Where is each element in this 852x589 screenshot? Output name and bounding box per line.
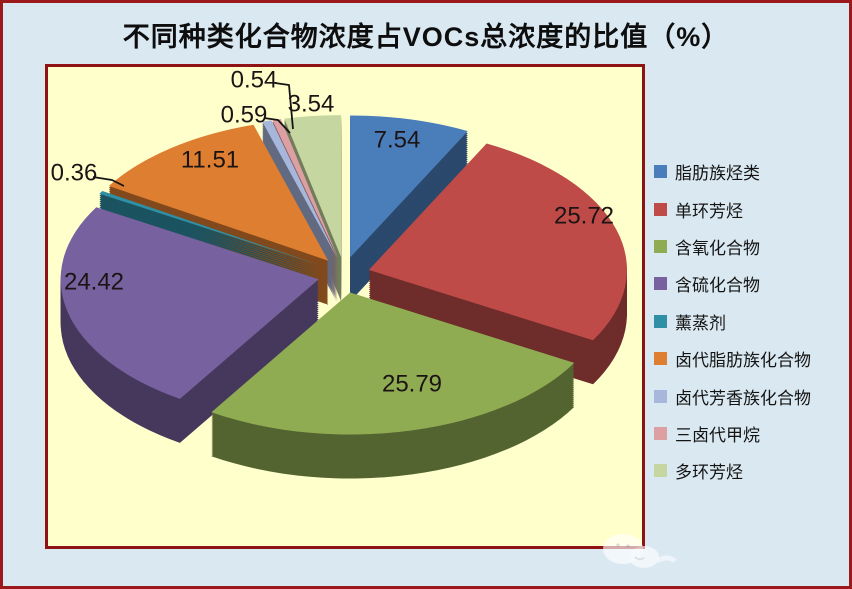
- pie-slice-wall: [262, 126, 337, 264]
- pie-slice-wall: [262, 136, 337, 274]
- pie-slice: [350, 115, 468, 258]
- legend-item: 卤代脂肪族化合物: [654, 340, 811, 377]
- pie-slice-wall: [262, 132, 337, 270]
- legend-item: 卤代芳香族化合物: [654, 377, 811, 414]
- legend-label: 卤代芳香族化合物: [675, 388, 811, 408]
- plot-area: 7.54 25.72 25.79 24.42 0.36 11.51 0.59 0.54 3.54: [45, 64, 645, 549]
- label-leader-line: [263, 117, 291, 134]
- slice-value-label: 0.59: [221, 101, 268, 128]
- slice-value-label: 25.72: [554, 202, 614, 229]
- legend-swatch: [654, 464, 667, 478]
- slice-value-label: 24.42: [64, 268, 124, 295]
- pie-slice-wall: [262, 122, 337, 260]
- legend-swatch: [654, 314, 667, 328]
- legend-label: 单环芳烃: [675, 201, 743, 221]
- pie-slice: [284, 115, 342, 258]
- pie-slice-wall: [262, 128, 337, 266]
- slice-value-label: 0.54: [231, 67, 278, 93]
- legend-label: 多环芳烃: [675, 463, 743, 483]
- pie-slice: [272, 119, 338, 258]
- pie-slice: [368, 143, 627, 341]
- chart-title: 不同种类化合物浓度占VOCs总浓度的比值（%）: [122, 22, 730, 52]
- slice-value-label: 25.79: [382, 370, 442, 397]
- legend-label: 脂肪族烃类: [675, 164, 760, 184]
- legend-item: 薰蒸剂: [654, 303, 811, 340]
- pie-slice-wall: [262, 130, 337, 268]
- legend-swatch: [654, 165, 667, 179]
- legend-swatch: [654, 239, 667, 253]
- legend-swatch: [654, 389, 667, 403]
- legend-item: 单环芳烃: [654, 190, 811, 227]
- legend-swatch: [654, 202, 667, 216]
- legend-label: 三卤代甲烷: [675, 425, 760, 445]
- pie-slice-wall: [272, 121, 338, 260]
- legend-item: 多环芳烃: [654, 452, 811, 489]
- legend-label: 含硫化合物: [675, 276, 760, 296]
- pie-slice: [262, 120, 337, 258]
- legend-swatch: [654, 426, 667, 440]
- legend-swatch: [654, 352, 667, 366]
- pie-slice: [108, 124, 329, 261]
- legend: 脂肪族烃类单环芳烃含氧化合物含硫化合物薰蒸剂卤代脂肪族化合物 卤代芳香族化合物 三卤…: [654, 153, 811, 490]
- legend-item: 含硫化合物: [654, 265, 811, 302]
- legend-label: 薰蒸剂: [675, 313, 726, 333]
- pie-slice: [99, 191, 322, 266]
- label-leader-line: [92, 176, 125, 187]
- legend-item: 脂肪族烃类: [654, 153, 811, 190]
- pie-slice-wall: [262, 124, 337, 262]
- slice-value-label: 0.36: [51, 159, 98, 186]
- slice-value-label: 11.51: [181, 146, 239, 173]
- label-leader-line: [274, 82, 294, 130]
- pie-slice: [211, 292, 575, 435]
- legend-label: 卤代脂肪族化合物: [675, 351, 811, 371]
- pie-slice-wall: [262, 134, 337, 272]
- pie-slice: [60, 207, 319, 399]
- legend-label: 含氧化合物: [675, 238, 760, 258]
- slice-value-label: 7.54: [374, 126, 421, 153]
- slice-value-label: 3.54: [288, 90, 335, 117]
- legend-item: 含氧化合物: [654, 228, 811, 265]
- legend-swatch: [654, 277, 667, 291]
- pie-chart: 7.54 25.72 25.79 24.42 0.36 11.51 0.59 0.54 3.54: [51, 67, 627, 479]
- legend-item: 三卤代甲烷: [654, 415, 811, 452]
- pie-slice-wall: [262, 138, 337, 276]
